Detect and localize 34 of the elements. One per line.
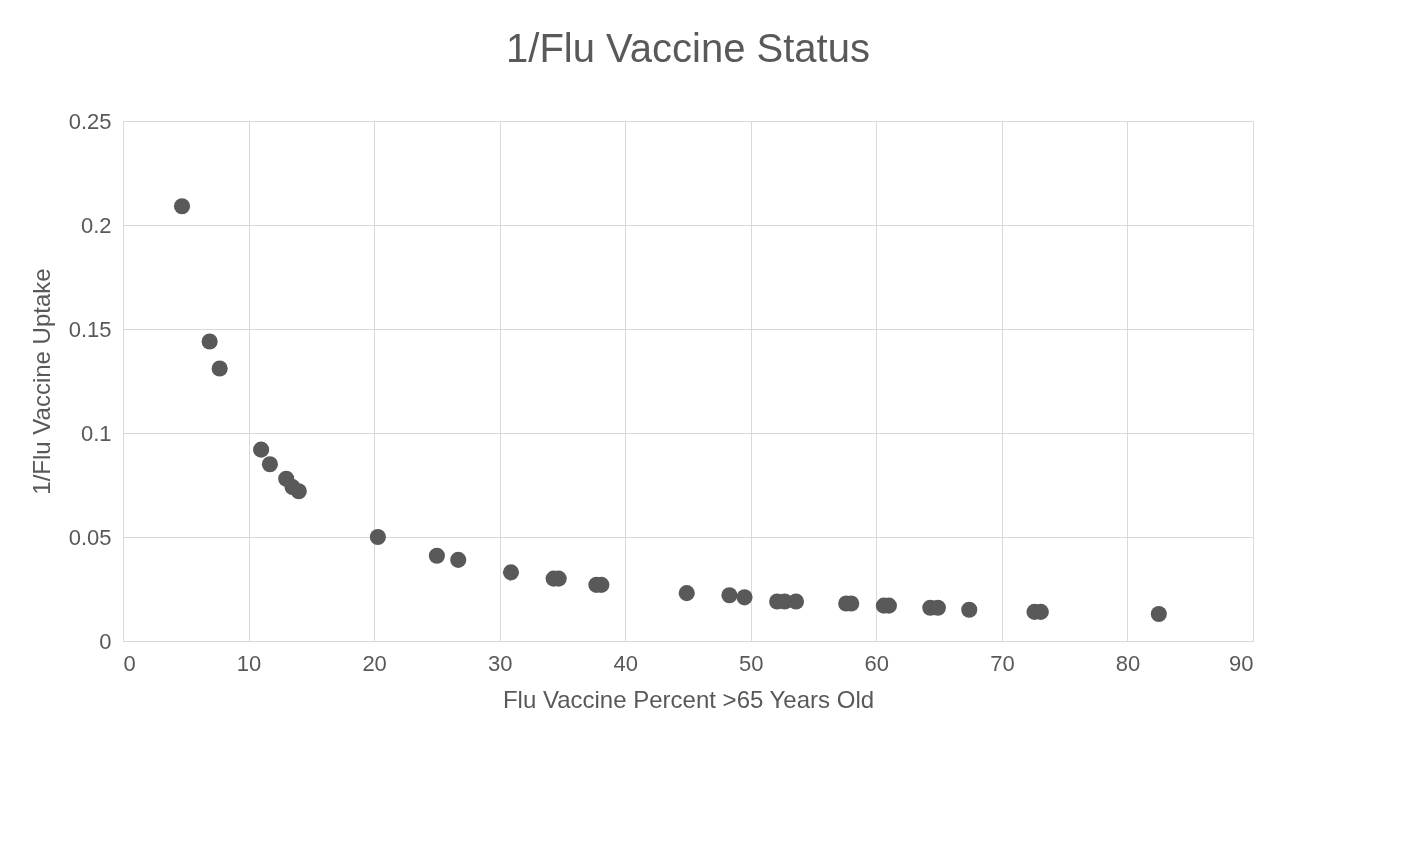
point (261, 456, 278, 473)
x-tick-label: 70 (990, 650, 1015, 676)
point (678, 585, 695, 602)
x-tick-label: 80 (1115, 650, 1141, 676)
chart-title: 1/Flu Vaccine Status (506, 26, 870, 70)
x-tick-label: 20 (362, 650, 387, 676)
y-axis-title: 1/Flu Vaccine Uptake (27, 268, 55, 495)
point (428, 547, 445, 564)
x-tick-label: 30 (487, 650, 513, 676)
x-tick-label: 90 (1229, 650, 1254, 676)
point (290, 483, 307, 500)
point (253, 441, 270, 458)
y-tick-label: 0.05 (68, 524, 112, 550)
point (1150, 605, 1167, 623)
x-tick-label: 0 (123, 650, 136, 676)
x-tick-label: 50 (739, 650, 764, 676)
point (211, 360, 228, 377)
x-tick-label: 10 (236, 650, 262, 676)
point (502, 564, 520, 581)
y-tick-label: 0.15 (68, 316, 112, 342)
point (736, 589, 753, 606)
point (369, 528, 386, 546)
x-axis-title: Flu Vaccine Percent >65 Years Old (502, 685, 875, 713)
y-tick-label: 0.25 (68, 108, 112, 134)
y-tick-label: 0.1 (80, 420, 112, 446)
point (173, 198, 191, 215)
point (721, 587, 738, 604)
x-tick-label: 40 (613, 650, 638, 676)
point (961, 601, 978, 618)
x-tick-label: 60 (864, 650, 890, 676)
point (201, 333, 218, 350)
y-tick-label: 0 (99, 628, 112, 654)
y-tick-label: 0.2 (80, 212, 112, 238)
point (450, 551, 467, 568)
